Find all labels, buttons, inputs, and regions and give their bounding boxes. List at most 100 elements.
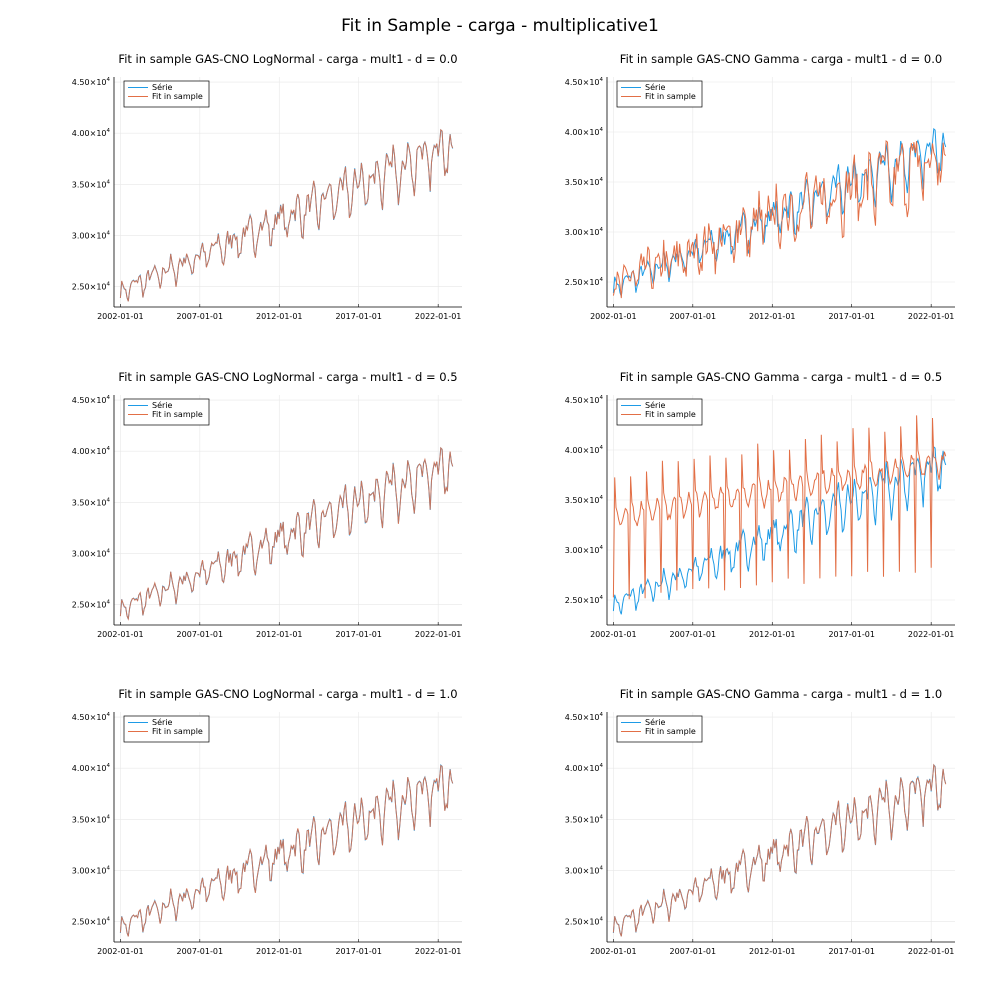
x-tick-label: 2012-01-01 [256, 630, 303, 639]
legend-entry: Fit in sample [645, 727, 696, 736]
y-tick-label: 4.50×104 [565, 712, 604, 722]
subplot-title: Fit in sample GAS-CNO LogNormal - carga … [118, 370, 457, 384]
x-tick-label: 2002-01-01 [97, 312, 144, 321]
subplot-4: Fit in sample GAS-CNO Gamma - carga - mu… [515, 363, 975, 652]
x-tick-label: 2012-01-01 [749, 947, 796, 956]
subplot-svg: Fit in sample GAS-CNO Gamma - carga - mu… [565, 687, 955, 956]
legend-entry: Série [152, 82, 173, 92]
y-tick-label: 4.00×104 [565, 127, 604, 137]
y-tick-label: 4.00×104 [72, 128, 111, 138]
y-tick-label: 2.50×104 [72, 600, 111, 610]
y-tick-label: 2.50×104 [72, 917, 111, 927]
subplot-svg: Fit in sample GAS-CNO LogNormal - carga … [72, 370, 462, 639]
subplot-svg: Fit in sample GAS-CNO LogNormal - carga … [72, 687, 462, 956]
x-tick-label: 2002-01-01 [97, 630, 144, 639]
y-tick-label: 3.50×104 [72, 814, 111, 824]
legend-entry: Fit in sample [645, 410, 696, 419]
subplot-3: Fit in sample GAS-CNO LogNormal - carga … [22, 363, 482, 652]
x-tick-label: 2017-01-01 [828, 630, 875, 639]
subplot-1: Fit in sample GAS-CNO LogNormal - carga … [22, 45, 482, 334]
subplot-svg: Fit in sample GAS-CNO Gamma - carga - mu… [565, 52, 955, 321]
x-tick-label: 2002-01-01 [590, 312, 637, 321]
x-tick-label: 2022-01-01 [908, 947, 955, 956]
subplot-6: Fit in sample GAS-CNO Gamma - carga - mu… [515, 680, 975, 969]
series-line-serie [612, 764, 947, 937]
legend-entry: Série [645, 400, 666, 410]
legend-entry: Série [645, 82, 666, 92]
x-tick-label: 2022-01-01 [415, 312, 462, 321]
subplot-2: Fit in sample GAS-CNO Gamma - carga - mu… [515, 45, 975, 334]
subplot-svg: Fit in sample GAS-CNO Gamma - carga - mu… [565, 370, 955, 639]
x-tick-label: 2007-01-01 [670, 947, 717, 956]
series-line-fit [119, 446, 454, 621]
x-tick-label: 2017-01-01 [335, 947, 382, 956]
y-tick-label: 4.50×104 [565, 77, 604, 87]
x-tick-label: 2017-01-01 [335, 630, 382, 639]
x-tick-label: 2017-01-01 [335, 312, 382, 321]
legend-entry: Série [645, 717, 666, 727]
y-tick-label: 4.00×104 [72, 446, 111, 456]
legend-entry: Série [152, 717, 173, 727]
y-tick-label: 3.50×104 [72, 497, 111, 507]
series-line-fit [612, 763, 947, 937]
y-tick-label: 3.00×104 [565, 545, 604, 555]
y-tick-label: 2.50×104 [565, 595, 604, 605]
y-tick-label: 2.50×104 [72, 282, 111, 292]
y-tick-label: 4.00×104 [565, 763, 604, 773]
legend-entry: Série [152, 400, 173, 410]
series-line-serie [119, 447, 454, 620]
y-tick-label: 3.50×104 [565, 177, 604, 187]
y-tick-label: 4.50×104 [72, 395, 111, 405]
y-tick-label: 4.50×104 [565, 395, 604, 405]
x-tick-label: 2002-01-01 [590, 947, 637, 956]
x-tick-label: 2017-01-01 [828, 312, 875, 321]
x-tick-label: 2022-01-01 [415, 630, 462, 639]
series-line-fit [119, 764, 454, 937]
y-tick-label: 4.00×104 [72, 763, 111, 773]
series-line-serie [612, 445, 947, 615]
x-tick-label: 2022-01-01 [415, 947, 462, 956]
x-tick-label: 2002-01-01 [590, 630, 637, 639]
x-tick-label: 2007-01-01 [670, 312, 717, 321]
x-tick-label: 2022-01-01 [908, 312, 955, 321]
subplot-title: Fit in sample GAS-CNO LogNormal - carga … [118, 52, 457, 66]
y-tick-label: 3.00×104 [72, 230, 111, 240]
y-tick-label: 3.00×104 [72, 865, 111, 875]
x-tick-label: 2012-01-01 [749, 630, 796, 639]
y-tick-label: 3.00×104 [565, 227, 604, 237]
series-line-fit [612, 140, 947, 299]
y-tick-label: 3.50×104 [565, 814, 604, 824]
x-tick-label: 2012-01-01 [256, 312, 303, 321]
series-line-fit [119, 128, 454, 302]
y-tick-label: 3.00×104 [72, 548, 111, 558]
series-line-fit [612, 415, 947, 600]
legend-entry: Fit in sample [152, 92, 203, 101]
x-tick-label: 2012-01-01 [256, 947, 303, 956]
figure-title: Fit in Sample - carga - multiplicative1 [341, 16, 659, 36]
x-tick-label: 2012-01-01 [749, 312, 796, 321]
x-tick-label: 2007-01-01 [670, 630, 717, 639]
y-tick-label: 2.50×104 [565, 917, 604, 927]
series-line-serie [119, 764, 454, 937]
subplot-5: Fit in sample GAS-CNO LogNormal - carga … [22, 680, 482, 969]
legend-entry: Fit in sample [645, 92, 696, 101]
y-tick-label: 2.50×104 [565, 277, 604, 287]
y-tick-label: 4.50×104 [72, 77, 111, 87]
y-tick-label: 3.00×104 [565, 865, 604, 875]
subplot-title: Fit in sample GAS-CNO Gamma - carga - mu… [620, 687, 942, 701]
y-tick-label: 4.50×104 [72, 712, 111, 722]
x-tick-label: 2007-01-01 [177, 947, 224, 956]
y-tick-label: 4.00×104 [565, 445, 604, 455]
subplot-title: Fit in sample GAS-CNO Gamma - carga - mu… [620, 52, 942, 66]
subplot-title: Fit in sample GAS-CNO Gamma - carga - mu… [620, 370, 942, 384]
series-line-serie [119, 129, 454, 302]
series-line-serie [612, 127, 947, 297]
y-tick-label: 3.50×104 [565, 495, 604, 505]
subplot-title: Fit in sample GAS-CNO LogNormal - carga … [118, 687, 457, 701]
